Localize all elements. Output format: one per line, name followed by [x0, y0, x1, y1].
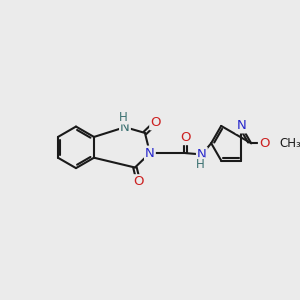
Text: N: N: [197, 148, 207, 161]
Text: O: O: [133, 175, 144, 188]
Text: H: H: [119, 110, 128, 124]
Text: N: N: [236, 119, 246, 132]
Text: O: O: [259, 137, 269, 150]
Text: N: N: [145, 147, 155, 160]
Text: O: O: [150, 116, 161, 129]
Text: O: O: [180, 131, 190, 144]
Text: N: N: [120, 121, 130, 134]
Text: CH₃: CH₃: [279, 137, 300, 150]
Text: H: H: [196, 158, 205, 171]
